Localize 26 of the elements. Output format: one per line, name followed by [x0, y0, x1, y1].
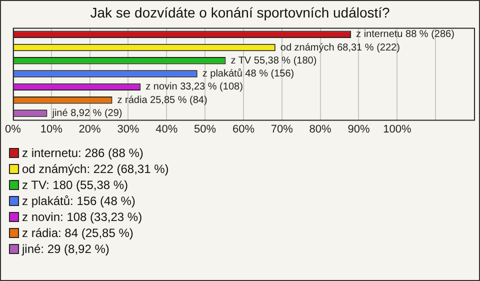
data-label: jiné 8,92 % (29): [51, 108, 122, 119]
data-label: z novin 33,23 % (108): [146, 82, 243, 93]
chart-title: Jak se dozvídáte o konání sportovních událostí?: [90, 4, 390, 20]
legend-label: jiné: 29 (8,92 %): [22, 241, 110, 257]
data-label: od známých 68,31 % (222): [280, 42, 400, 54]
data-label: z internetu 88 % (286): [356, 29, 454, 40]
x-tick-label: 20%: [78, 123, 102, 136]
x-tick-label: 10%: [40, 123, 63, 136]
legend-label: z internetu: 286 (88 %): [22, 145, 144, 161]
x-tick-label: 80%: [309, 123, 332, 136]
legend-label: od známých: 222 (68,31 %): [22, 161, 169, 177]
x-tick-label: 100%: [383, 123, 412, 136]
data-label: z rádia 25,85 % (84): [117, 94, 208, 106]
data-label: z TV 55,38 % (180): [230, 55, 317, 66]
x-tick-label: 50%: [194, 123, 216, 136]
legend-label: z plakátů: 156 (48 %): [22, 193, 136, 209]
data-label: z plakátů 48 % (156): [202, 68, 294, 80]
x-tick-label: 60%: [232, 123, 255, 136]
x-tick-label: 40%: [156, 123, 178, 136]
x-tick-label: 30%: [117, 123, 140, 136]
legend-label: z novin: 108 (33,23 %): [22, 209, 142, 225]
legend-label: z rádia: 84 (25,85 %): [22, 225, 134, 241]
x-tick-label: 0%: [4, 123, 22, 136]
x-tick-label: 70%: [270, 123, 294, 136]
legend-label: z TV: 180 (55,38 %): [22, 177, 128, 193]
x-tick-label: 90%: [348, 123, 370, 136]
